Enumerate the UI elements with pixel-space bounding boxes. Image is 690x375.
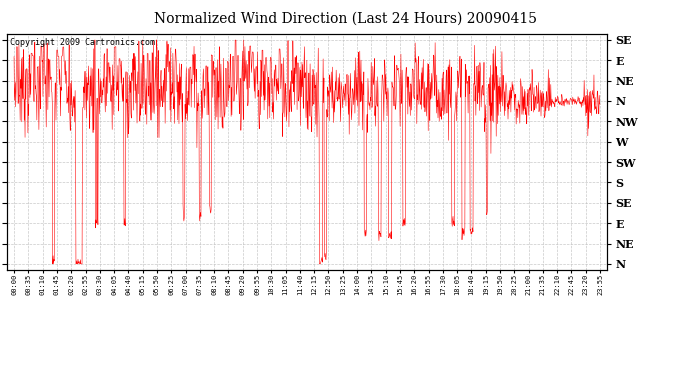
Text: Copyright 2009 Cartronics.com: Copyright 2009 Cartronics.com — [10, 39, 155, 48]
Text: Normalized Wind Direction (Last 24 Hours) 20090415: Normalized Wind Direction (Last 24 Hours… — [153, 11, 537, 25]
